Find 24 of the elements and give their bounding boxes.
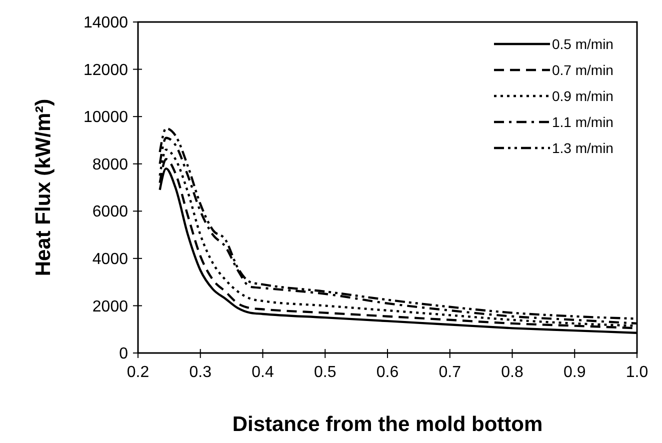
- legend-label: 1.1 m/min: [552, 114, 614, 130]
- y-tick-label: 2000: [92, 298, 128, 316]
- x-tick-label: 1.0: [626, 364, 648, 381]
- x-tick-label: 0.3: [189, 364, 212, 381]
- x-tick-label: 0.4: [252, 364, 274, 381]
- y-tick-label: 0: [119, 346, 128, 363]
- x-tick-label: 0.2: [126, 364, 150, 381]
- y-tick-label: 12000: [84, 62, 128, 79]
- x-tick-label: 0.7: [438, 364, 462, 381]
- x-tick-label: 0.9: [564, 364, 586, 381]
- y-tick-label: 6000: [92, 204, 128, 221]
- legend-label: 0.5 m/min: [552, 36, 614, 52]
- y-tick-label: 10000: [84, 109, 128, 126]
- x-tick-label: 0.8: [501, 364, 524, 381]
- y-tick-label: 4000: [92, 251, 128, 268]
- y-tick-label: 14000: [84, 14, 128, 32]
- y-axis-title: Heat Flux (kW/m²): [32, 98, 55, 276]
- x-axis-title: Distance from the mold bottom: [232, 413, 543, 436]
- y-tick-label: 8000: [92, 156, 128, 174]
- legend-label: 0.9 m/min: [552, 88, 614, 104]
- legend-label: 0.7 m/min: [552, 62, 614, 78]
- x-tick-label: 0.6: [376, 364, 399, 381]
- legend-label: 1.3 m/min: [552, 140, 614, 156]
- x-tick-label: 0.5: [314, 364, 336, 381]
